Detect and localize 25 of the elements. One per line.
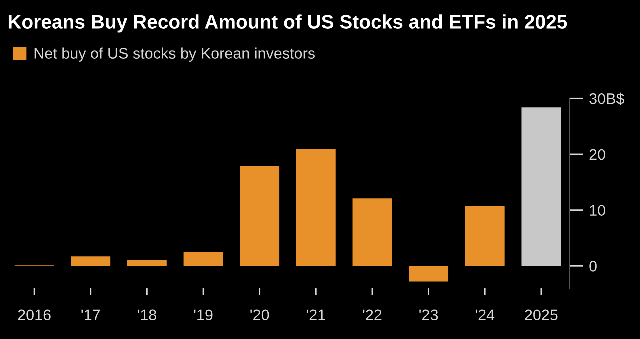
legend-label: Net buy of US stocks by Korean investors bbox=[34, 48, 315, 62]
x-tick-label: 2016 bbox=[18, 310, 51, 321]
chart-title: Koreans Buy Record Amount of US Stocks and ETFs in 2025 bbox=[8, 14, 568, 33]
x-tick-label: '22 bbox=[363, 310, 382, 320]
bar bbox=[240, 166, 280, 266]
x-tick-label: '21 bbox=[306, 310, 326, 320]
x-tick-label: '19 bbox=[194, 310, 213, 321]
bar bbox=[184, 252, 224, 266]
x-tick-label: '17 bbox=[82, 310, 100, 320]
x-tick-label: '20 bbox=[250, 310, 270, 321]
bar bbox=[352, 198, 392, 266]
bar bbox=[465, 206, 505, 266]
x-tick-label: '23 bbox=[420, 310, 438, 321]
bar bbox=[296, 149, 336, 266]
bar bbox=[127, 260, 167, 266]
bar bbox=[71, 256, 111, 266]
x-tick-label: '24 bbox=[476, 310, 495, 320]
y-tick-label: 20 bbox=[590, 149, 606, 160]
x-tick-label: 2025 bbox=[525, 310, 558, 321]
y-tick-label: 10 bbox=[590, 205, 606, 216]
y-tick-label: 30B$ bbox=[590, 92, 624, 106]
x-tick-label: '18 bbox=[138, 310, 156, 321]
y-tick-label: 0 bbox=[590, 261, 597, 272]
bar bbox=[409, 266, 449, 282]
bar bbox=[522, 108, 562, 266]
